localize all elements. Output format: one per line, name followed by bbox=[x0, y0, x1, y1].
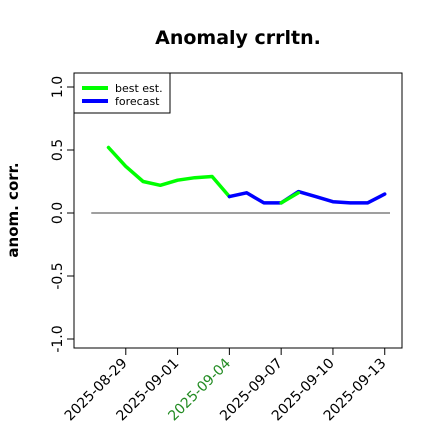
y-tick-label: -1.0 bbox=[50, 325, 66, 352]
y-tick-label: 0.5 bbox=[50, 139, 66, 161]
legend: best est. forecast bbox=[73, 72, 171, 114]
chart-title: Anomaly crrltn. bbox=[155, 27, 321, 49]
y-tick-label: -0.5 bbox=[50, 262, 66, 289]
y-axis: -1.0 -0.5 0.0 0.5 1.0 bbox=[50, 76, 74, 353]
legend-label-best-est: best est. bbox=[115, 82, 163, 95]
series-line bbox=[279, 191, 301, 205]
y-tick-label: 0.0 bbox=[50, 202, 66, 224]
series-group bbox=[106, 145, 387, 205]
y-axis-label: anom. corr. bbox=[4, 162, 22, 257]
plot-frame bbox=[73, 72, 403, 349]
legend-box bbox=[73, 72, 171, 114]
legend-label-forecast: forecast bbox=[115, 95, 160, 108]
y-tick-label: 1.0 bbox=[50, 76, 66, 98]
x-axis: 2025-08-292025-09-012025-09-042025-09-07… bbox=[62, 348, 390, 424]
series-line bbox=[106, 145, 232, 199]
series-line bbox=[227, 189, 387, 205]
